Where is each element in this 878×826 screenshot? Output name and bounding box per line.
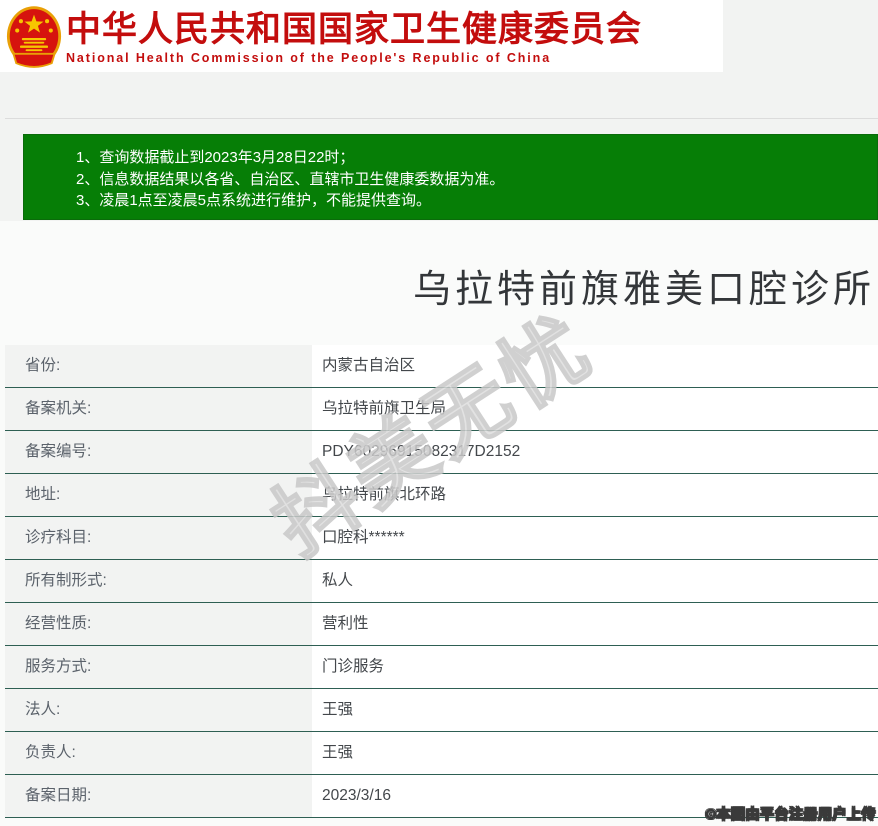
row-label: 备案日期:: [5, 775, 312, 817]
row-value: 门诊服务: [312, 646, 878, 688]
row-label: 诊疗科目:: [5, 517, 312, 559]
site-header: 中华人民共和国国家卫生健康委员会 National Health Commiss…: [0, 0, 723, 72]
row-value: 内蒙古自治区: [312, 345, 878, 387]
row-label: 所有制形式:: [5, 560, 312, 602]
footer-stamp: ©本图由平台注册用户上传: [705, 806, 876, 823]
header-titles: 中华人民共和国国家卫生健康委员会 National Health Commiss…: [66, 8, 642, 65]
page-title: 乌拉特前旗雅美口腔诊所: [413, 269, 876, 311]
table-row: 所有制形式: 私人: [5, 560, 878, 603]
table-row: 法人: 王强: [5, 689, 878, 732]
notice-line: 1、查询数据截止到2023年3月28日22时；: [76, 149, 355, 166]
row-value: PDY60296915082317D2152: [312, 431, 878, 473]
row-label: 备案机关:: [5, 388, 312, 430]
table-row: 省份: 内蒙古自治区: [5, 345, 878, 388]
row-value: 私人: [312, 560, 878, 602]
row-value: 王强: [312, 689, 878, 731]
row-label: 法人:: [5, 689, 312, 731]
table-row: 服务方式: 门诊服务: [5, 646, 878, 689]
row-value: 2023/3/16: [312, 775, 878, 817]
row-value: 乌拉特前旗卫生局: [312, 388, 878, 430]
table-row: 备案机关: 乌拉特前旗卫生局: [5, 388, 878, 431]
notice-line: 2、信息数据结果以各省、自治区、直辖市卫生健康委数据为准。: [76, 170, 505, 188]
row-value: 乌拉特前旗北环路: [312, 474, 878, 516]
row-value: 营利性: [312, 603, 878, 645]
table-row: 备案日期: 2023/3/16: [5, 775, 878, 818]
china-national-emblem-icon: [6, 5, 62, 68]
header-divider: [5, 118, 878, 119]
row-label: 省份:: [5, 345, 312, 387]
row-value: 口腔科******: [312, 517, 878, 559]
row-label: 负责人:: [5, 732, 312, 774]
table-row: 经营性质: 营利性: [5, 603, 878, 646]
notice-banner: 1、查询数据截止到2023年3月28日22时； 2、信息数据结果以各省、自治区、…: [23, 134, 878, 220]
notice-line: 3、凌晨1点至凌晨5点系统进行维护，不能提供查询。: [76, 192, 432, 209]
site-title-english: National Health Commission of the People…: [66, 50, 552, 65]
details-table: 省份: 内蒙古自治区 备案机关: 乌拉特前旗卫生局 备案编号: PDY60296…: [5, 345, 878, 818]
row-label: 地址:: [5, 474, 312, 516]
site-title-chinese: 中华人民共和国国家卫生健康委员会: [66, 9, 643, 49]
row-label: 备案编号:: [5, 431, 312, 473]
row-label: 经营性质:: [5, 603, 312, 645]
table-row: 负责人: 王强: [5, 732, 878, 775]
table-row: 地址: 乌拉特前旗北环路: [5, 474, 878, 517]
row-value: 王强: [312, 732, 878, 774]
table-row: 备案编号: PDY60296915082317D2152: [5, 431, 878, 474]
row-label: 服务方式:: [5, 646, 312, 688]
table-row: 诊疗科目: 口腔科******: [5, 517, 878, 560]
